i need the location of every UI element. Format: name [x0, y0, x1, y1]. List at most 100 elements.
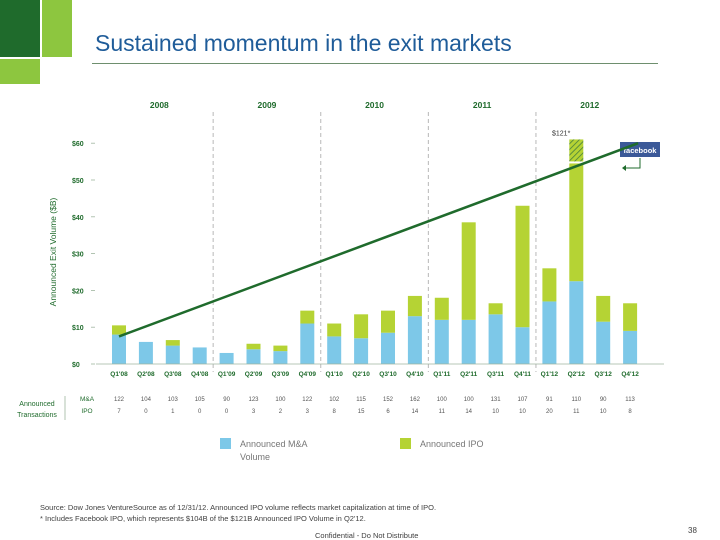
year-header: 2011 [473, 100, 492, 110]
y-tick-label: $30 [72, 252, 84, 259]
table-cell: 15 [358, 409, 365, 415]
ma-bar [488, 314, 503, 364]
source-line-1: Source: Dow Jones VentureSource as of 12… [40, 503, 437, 512]
y-tick-label: $0 [72, 362, 80, 369]
table-cell: 0 [225, 409, 229, 415]
ma-bar [246, 349, 261, 364]
table-cell: 14 [412, 409, 419, 415]
trend-line [118, 142, 639, 338]
ipo-bar [165, 340, 180, 346]
table-cell: 115 [356, 397, 366, 403]
x-tick-label: Q2'11 [460, 371, 477, 378]
table-cell: 105 [195, 397, 206, 403]
table-cell: 91 [546, 397, 553, 403]
legend-swatch [400, 438, 411, 449]
x-tick-label: Q2'12 [568, 371, 586, 378]
legend-label-line-2: Volume [240, 452, 270, 462]
ipo-bar [112, 325, 126, 335]
table-cell: 8 [628, 409, 632, 415]
table-cell: 8 [333, 409, 337, 415]
x-tick-label: Q4'12 [621, 371, 639, 378]
ma-bar [112, 334, 126, 364]
annotation-pointer [626, 158, 641, 169]
x-tick-label: Q4'11 [514, 371, 531, 378]
year-header: 2008 [150, 100, 169, 110]
y-tick-label: $40 [72, 215, 84, 222]
table-cell: 110 [572, 397, 582, 403]
x-tick-label: Q3'12 [594, 371, 612, 378]
x-tick-label: Q4'09 [299, 371, 317, 378]
x-tick-label: Q1'12 [541, 371, 559, 378]
table-cell: 104 [141, 397, 152, 403]
confidential-notice: Confidential - Do Not Distribute [315, 531, 419, 540]
ipo-bar [461, 222, 476, 320]
ipo-bar [596, 295, 611, 322]
ma-bar [165, 345, 180, 364]
ipo-bar [300, 310, 315, 324]
exit-volume-chart: Announced Exit Volume ($B) $0 $10 $20 $30 $40… [17, 100, 664, 462]
table-cell: 10 [492, 409, 499, 415]
x-tick-label: Q1'11 [433, 371, 450, 378]
page-number: 38 [688, 526, 697, 535]
source-footnote: Source: Dow Jones VentureSource as of 12… [40, 502, 436, 524]
table-cell: 3 [306, 409, 310, 415]
table-cell: 122 [114, 397, 125, 403]
table-cell: 2 [279, 409, 283, 415]
total-annotation: $121* [552, 130, 571, 137]
table-row-label: IPO [81, 408, 92, 415]
y-axis-label: Announced Exit Volume ($B) [48, 198, 58, 307]
table-cell: 103 [168, 397, 179, 403]
year-header: 2010 [365, 100, 384, 110]
table-cell: 162 [410, 397, 421, 403]
title-divider [92, 63, 658, 64]
y-tick-label: $50 [72, 178, 84, 185]
brand-square-mid [42, 0, 72, 57]
table-cell: 100 [275, 397, 286, 403]
table-cell: 113 [625, 397, 635, 403]
ma-bar [327, 336, 342, 364]
legend-swatch [220, 438, 231, 449]
ma-bar [407, 316, 422, 364]
ma-bar [461, 319, 476, 364]
table-row-label: M&A [80, 396, 95, 403]
x-tick-label: Q1'08 [110, 371, 128, 378]
x-tick-label: Q2'09 [245, 371, 263, 378]
table-cell: 6 [386, 409, 390, 415]
table-cell: 10 [600, 409, 607, 415]
annotation-arrowhead [622, 165, 626, 171]
year-header: 2012 [580, 100, 599, 110]
table-cell: 14 [465, 409, 472, 415]
ma-bar [381, 332, 395, 364]
ipo-bar [542, 268, 557, 302]
table-cell: 100 [464, 397, 475, 403]
legend-label-line-1: Announced M&A [240, 439, 308, 449]
ipo-bar [381, 310, 395, 333]
brand-square-light [0, 59, 40, 84]
table-side-label-line-1: Announced [19, 401, 55, 408]
ma-bar [434, 319, 449, 364]
table-cell: 0 [198, 409, 202, 415]
table-cell: 0 [144, 409, 148, 415]
ipo-bar [623, 303, 638, 331]
brand-square-dark [0, 0, 40, 57]
table-cell: 102 [329, 397, 340, 403]
x-tick-label: Q3'09 [272, 371, 290, 378]
x-tick-label: Q4'08 [191, 371, 209, 378]
year-header: 2009 [257, 100, 276, 110]
x-tick-label: Q2'08 [137, 371, 155, 378]
ipo-bar [569, 163, 584, 282]
table-cell: 11 [573, 409, 580, 415]
table-side-label-line-2: Transactions [17, 412, 57, 419]
table-cell: 11 [439, 409, 446, 415]
ipo-bar-break [569, 139, 584, 162]
ipo-bar [515, 205, 530, 328]
table-cell: 90 [223, 397, 230, 403]
x-tick-label: Q1'10 [325, 371, 343, 378]
ma-bar [569, 281, 584, 364]
facebook-logo-text: facebook [624, 146, 658, 155]
y-tick-label: $20 [72, 288, 84, 295]
ma-bar [273, 351, 288, 364]
ipo-bar [246, 343, 261, 350]
ipo-bar [434, 297, 449, 320]
ma-bar [192, 347, 207, 364]
